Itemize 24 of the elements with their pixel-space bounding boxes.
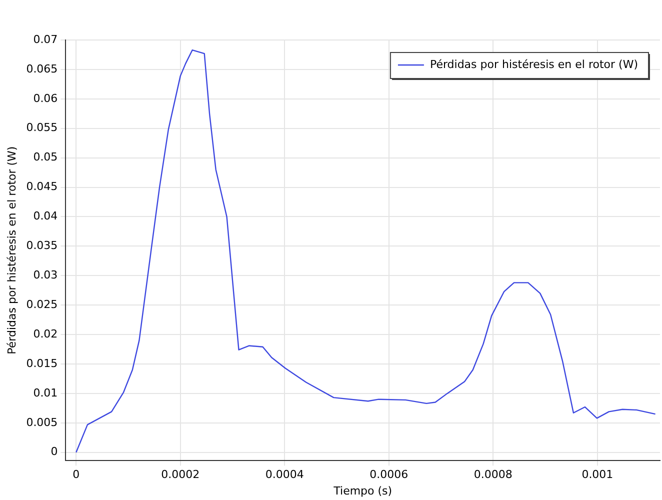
y-tick-label: 0.035 (26, 239, 58, 252)
y-tick-label: 0.045 (26, 180, 58, 194)
y-tick-label: 0.055 (26, 121, 58, 134)
y-tick-label: 0.005 (26, 416, 58, 429)
x-tick-label: 0.0006 (370, 468, 408, 482)
y-tick-label: 0.025 (26, 298, 58, 311)
x-tick-label: 0.0002 (161, 468, 200, 482)
x-tick-label: 0.001 (582, 468, 614, 482)
x-tick-label: 0.0008 (474, 468, 512, 482)
y-tick-label: 0.07 (33, 32, 58, 46)
y-tick-label: 0.05 (33, 150, 58, 164)
y-tick-label: 0.065 (26, 62, 58, 76)
y-tick-label: 0 (50, 445, 58, 458)
y-axis-title: Pérdidas por histéresis en el rotor (W) (5, 146, 18, 354)
y-tick-label: 0.06 (33, 92, 58, 105)
y-tick-label: 0.03 (33, 268, 58, 282)
y-tick-label: 0.02 (33, 327, 58, 340)
x-axis-title: Tiempo (s) (332, 484, 392, 498)
x-tick-label: 0.0004 (265, 468, 304, 482)
y-tick-label: 0.015 (26, 356, 58, 370)
y-tick-label: 0.04 (33, 210, 58, 223)
legend-label: Pérdidas por histéresis en el rotor (W) (430, 58, 638, 71)
x-tick-label: 0 (72, 468, 80, 482)
y-tick-label: 0.01 (33, 386, 58, 400)
